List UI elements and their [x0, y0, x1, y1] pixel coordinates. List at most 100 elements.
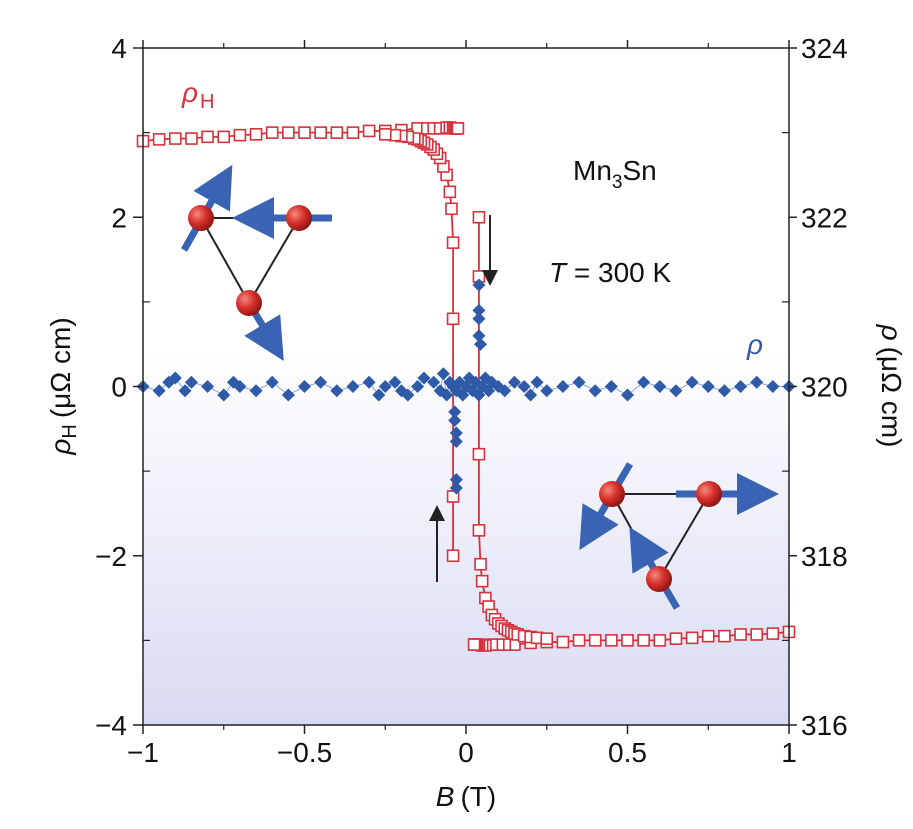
rho-point	[440, 388, 454, 402]
rho-point	[201, 380, 215, 393]
rhoH-point	[330, 126, 344, 139]
rhoH-point	[282, 126, 295, 139]
rho-point	[298, 380, 311, 393]
x-tick-label: 1	[781, 737, 797, 768]
rho-point	[411, 380, 425, 393]
rho-point	[556, 380, 570, 393]
rhoH-point	[378, 128, 392, 141]
rho-point	[472, 312, 486, 326]
rho-point	[449, 435, 463, 449]
y-left-axis-title: ρH(μΩ cm)	[45, 317, 81, 455]
y-left-tick-label: −2	[95, 541, 127, 572]
x-tick-label: −0.5	[277, 737, 332, 768]
rhoH-point	[314, 126, 327, 139]
rho-point	[388, 375, 402, 389]
rho-point	[474, 337, 488, 351]
rhoH-point	[718, 629, 731, 643]
rho-point	[178, 384, 192, 398]
axes-layer: −1 −0.5 0 0.5 1 −4 −2 0 2 4 316 318 320 322 324	[95, 33, 848, 768]
rhoH-point	[362, 124, 376, 138]
rho-point	[281, 388, 295, 402]
material-label: Mn3Sn	[573, 155, 657, 193]
rho-point	[152, 384, 166, 398]
rhoH-point	[472, 447, 486, 461]
rhoH-point	[233, 128, 247, 142]
rho-point	[449, 426, 463, 440]
rho-point	[604, 380, 618, 393]
rho-point	[314, 375, 328, 389]
rhoH-point	[346, 126, 360, 139]
rhoH-point	[467, 638, 481, 651]
rho-point	[750, 375, 764, 389]
rho-point	[472, 329, 486, 343]
rho-point	[449, 473, 463, 487]
rhoH-point	[653, 634, 667, 647]
x-axis-title: B (T)	[436, 781, 496, 812]
rhoH-point	[472, 524, 486, 537]
rhoH-point	[475, 574, 489, 588]
rho-point	[524, 388, 538, 402]
rhoH-point	[152, 133, 166, 146]
spin-triangle-inset-bottom	[579, 462, 779, 610]
rho-point	[540, 384, 554, 398]
rho-point	[448, 413, 462, 427]
rho-point	[637, 375, 651, 389]
rho-series-label: ρ	[746, 329, 763, 360]
rho-point	[685, 375, 699, 389]
rho-point	[436, 367, 450, 381]
rho-point	[233, 380, 247, 393]
rho-point	[372, 388, 386, 402]
rhoH-point	[750, 628, 764, 641]
rhoH-point	[451, 122, 465, 135]
y-right-axis-title: ρ(μΩ cm)	[876, 324, 907, 448]
rhoH-point	[669, 632, 683, 645]
rho-point	[265, 375, 279, 389]
rhoH-point	[588, 634, 602, 647]
rho-point	[517, 380, 531, 393]
rho-point	[330, 384, 344, 398]
rho-point	[621, 388, 634, 402]
rhoH-point	[621, 634, 634, 647]
rhoH-point	[540, 632, 554, 645]
rho-point	[346, 380, 360, 393]
rho-point	[572, 375, 586, 389]
rhoH-point	[572, 634, 586, 647]
rhoH-point	[474, 557, 487, 571]
y-right-tick-label: 324	[801, 33, 848, 64]
rho-point	[448, 405, 462, 419]
rhoH-point	[446, 549, 460, 563]
rho-point	[449, 481, 463, 495]
rhoH-point	[605, 634, 618, 647]
rho-point	[498, 384, 512, 398]
y-right-tick-label: 316	[801, 710, 848, 741]
y-right-tick-label: 318	[801, 541, 848, 572]
y-left-tick-label: 0	[111, 372, 127, 403]
rho-point	[401, 388, 415, 402]
rho-point	[362, 375, 376, 389]
rho-point	[378, 380, 392, 393]
rhoH-point	[298, 126, 311, 139]
rho-point	[427, 375, 441, 389]
rhoH-point	[445, 202, 458, 216]
rho-point	[507, 375, 521, 389]
x-tick-label: 0	[458, 737, 474, 768]
rhoH-point	[217, 130, 231, 144]
rho-point	[530, 375, 544, 389]
rho-point	[184, 375, 198, 389]
rho-point	[168, 371, 182, 385]
rhoH-point	[701, 629, 715, 643]
x-tick-label: −1	[127, 737, 159, 768]
rho-point	[472, 303, 486, 317]
rhoH-point	[685, 631, 699, 645]
rhoH-point	[169, 132, 182, 145]
rhoH-point	[446, 312, 460, 326]
rhoH-point	[265, 126, 279, 139]
x-tick-label: 0.5	[608, 737, 647, 768]
spin-triangle-inset-top	[180, 164, 332, 362]
rho-point	[217, 388, 231, 402]
rho-point	[717, 384, 731, 398]
y-left-tick-label: −4	[95, 710, 127, 741]
rhoH-point	[446, 236, 460, 249]
